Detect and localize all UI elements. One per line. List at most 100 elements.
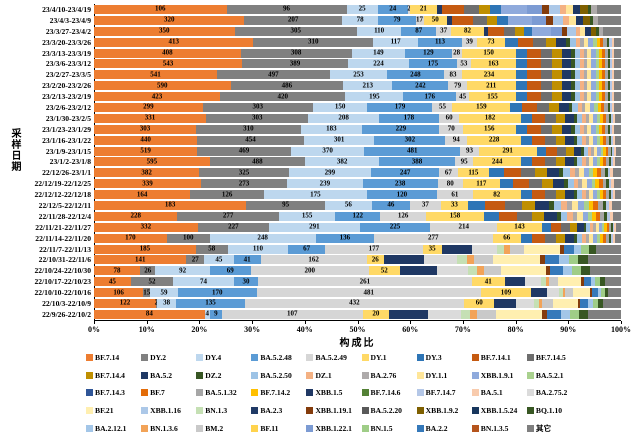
bar-segment <box>561 200 568 210</box>
legend-item: BA.2.2 <box>416 423 470 434</box>
bar-segment: 66 <box>492 233 521 243</box>
bar-segment: 299 <box>288 168 372 178</box>
bar-segment <box>568 15 576 25</box>
segment-value-label: 52 <box>380 266 388 275</box>
bar-segment <box>527 70 541 80</box>
bar-segment: 170 <box>177 288 257 298</box>
segment-value-label: 164 <box>136 190 148 199</box>
bar-segment: 84 <box>94 309 205 319</box>
segment-value-label: 2 <box>407 4 411 13</box>
legend-item: BA.5.2.50 <box>251 371 304 380</box>
bar-segment <box>520 168 536 178</box>
bar-segment <box>591 48 596 58</box>
bar-segment: 200 <box>250 266 369 276</box>
bar-segment <box>585 157 589 167</box>
segment-value-label: 440 <box>140 135 151 144</box>
bar-segment <box>587 298 594 308</box>
bar-segment <box>586 222 591 232</box>
stacked-bar: 106 96 25 24 2 21 <box>94 4 621 14</box>
y-axis-label: 22/10/10-22/10/16 <box>34 288 91 298</box>
stacked-bar: 45 52 74 30 261 41 <box>94 277 621 287</box>
bar-segment: 382 <box>304 157 380 167</box>
legend-item: BA.5.2.49 <box>306 353 359 362</box>
bar-segment: 388 <box>379 157 455 167</box>
segment-value-label: 213 <box>362 81 374 90</box>
bar-segment <box>577 298 581 308</box>
bar-segment <box>579 70 585 80</box>
bar-segment <box>536 146 546 156</box>
segment-value-label: 228 <box>488 135 500 144</box>
bar-segment: 15 <box>143 288 150 298</box>
bar-segment <box>585 113 589 123</box>
bar-segment <box>598 222 602 232</box>
bar-segment <box>546 288 560 298</box>
bar-segment <box>599 157 603 167</box>
stacked-bar: 141 27 45 41 162 26 <box>94 255 621 265</box>
bar-segment <box>468 200 485 210</box>
bar-row: 23/3/13-23/3/19 408 308 149 129 28 150 <box>0 48 621 59</box>
legend-label: BA.5.2.48 <box>260 353 292 362</box>
bar-segment <box>549 211 557 221</box>
bar-segment: 248 <box>209 233 316 243</box>
bar-segment <box>581 266 590 276</box>
bar-segment: 253 <box>329 70 388 80</box>
bar-segment <box>612 135 615 145</box>
bar-segment <box>573 113 577 123</box>
bar-segment <box>614 222 617 232</box>
bar-segment <box>531 135 545 145</box>
x-tick-label: 30% <box>244 325 261 334</box>
bar-segment: 115 <box>457 168 490 178</box>
bar-segment <box>544 113 556 123</box>
bar-segment <box>560 37 567 47</box>
bar-segment: 20 <box>362 309 390 319</box>
bar-row: 23/1/2-23/1/8 595 488 382 388 95 244 <box>0 156 621 167</box>
bar-segment <box>568 255 579 265</box>
bar-segment <box>531 113 545 123</box>
bar-segment <box>584 92 588 102</box>
segment-value-label: 389 <box>289 59 301 68</box>
bar-segment <box>609 211 613 221</box>
bar-segment <box>520 190 532 200</box>
legend-label: BN.1.5 <box>370 424 393 433</box>
bar-segment: 37 <box>409 200 441 210</box>
bar-segment <box>566 37 570 47</box>
bar-segment <box>581 244 589 254</box>
bar-segment <box>562 26 568 36</box>
bar-segment: 291 <box>268 222 360 232</box>
bar-segment <box>593 146 598 156</box>
bar-segment <box>610 124 613 134</box>
bar-segment: 39 <box>461 37 477 47</box>
plot-area: 23/4/10-23/4/19 106 96 25 24 2 21 23/4/3-23/4/9… <box>0 4 621 320</box>
bar-segment <box>588 211 593 221</box>
bar-segment <box>573 233 577 243</box>
legend-swatch <box>86 354 93 361</box>
bar-segment: 320 <box>94 15 245 25</box>
bar-segment <box>587 4 592 14</box>
bar-segment: 155 <box>278 211 336 221</box>
y-axis-label: 22/10/31-22/11/6 <box>38 255 91 265</box>
segment-value-label: 200 <box>304 266 316 275</box>
bar-segment <box>605 200 609 210</box>
bar-segment <box>552 81 562 91</box>
bar-segment <box>610 113 613 123</box>
segment-value-label: 117 <box>390 37 401 46</box>
bar-segment <box>585 135 589 145</box>
bar-row: 22/11/21-22/11/27 332 227 291 225 214 143 <box>0 222 621 233</box>
bar-segment <box>436 4 443 14</box>
bar-segment <box>538 298 543 308</box>
bar-segment <box>605 70 609 80</box>
x-tick-mark <box>462 321 464 324</box>
bar-segment <box>608 157 611 167</box>
bar-segment <box>527 124 541 134</box>
bar-segment <box>610 48 613 58</box>
bar-segment <box>540 277 546 287</box>
segment-value-label: 469 <box>238 146 250 155</box>
bar-row: 22/10/3-22/10/9 122 2 38 135 432 60 <box>0 298 621 309</box>
segment-value-label: 37 <box>440 26 448 35</box>
legend-label: BF.21 <box>95 405 114 415</box>
bar-segment <box>545 277 550 287</box>
bar-segment: 277 <box>177 211 279 221</box>
segment-value-label: 78 <box>356 15 364 24</box>
segment-value-label: 67 <box>444 168 452 177</box>
legend-label: DY.2 <box>150 353 167 362</box>
